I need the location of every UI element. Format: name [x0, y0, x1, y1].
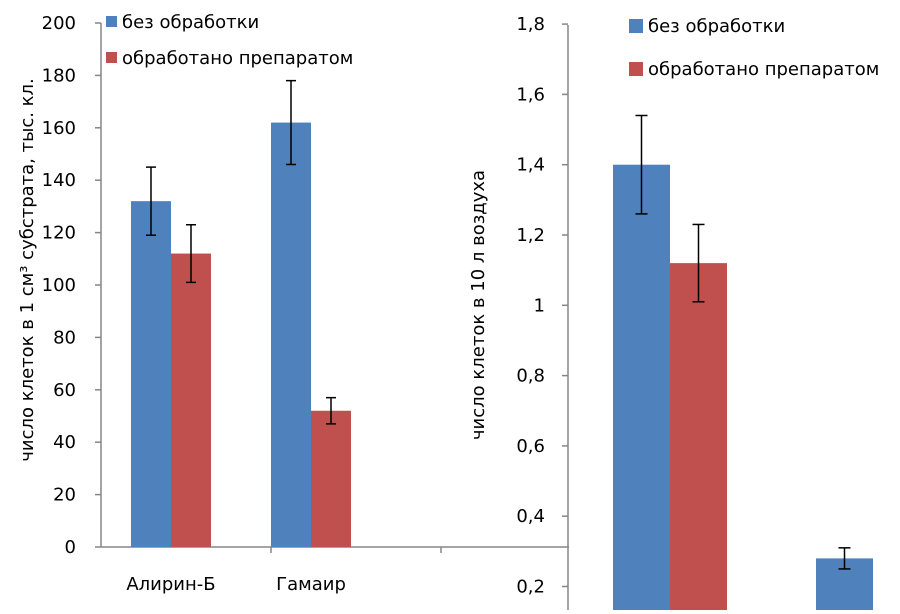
chart2-y-tick-label: 1,2 — [516, 225, 545, 246]
chart2-legend-swatch-2 — [629, 62, 643, 76]
chart2-y-tick-label: 1,8 — [516, 14, 545, 35]
chart1-y-tick-label: 120 — [42, 223, 76, 244]
chart2-y-ticks: 0,2 0,4 0,6 0,8 1 1,2 1,4 1,6 1,8 — [516, 14, 568, 597]
chart1-y-tick-label: 60 — [53, 380, 76, 401]
chart1-bar-s1-c2 — [271, 123, 311, 547]
chart2-legend: без обработки обработано препаратом — [629, 16, 879, 80]
chart2-legend-label-1: без обработки — [648, 16, 785, 37]
chart2-legend-label-2: обработано препаратом — [648, 59, 879, 80]
chart1-legend-swatch-1 — [106, 16, 117, 27]
chart1-y-tick-label: 200 — [42, 13, 76, 34]
chart2-y-tick-label: 1,6 — [516, 84, 545, 105]
chart1-bars — [131, 81, 351, 547]
chart2-y-tick-label: 1 — [534, 295, 545, 316]
chart1-legend-label-2: обработано препаратом — [122, 48, 353, 69]
chart2-y-tick-label: 1,4 — [516, 155, 545, 176]
chart2-bar-s2-c1 — [670, 263, 727, 610]
chart2-bars — [613, 115, 873, 610]
chart1-y-tick-label: 20 — [53, 485, 76, 506]
chart2-y-tick-label: 0,2 — [516, 577, 545, 598]
chart-air: 0,2 0,4 0,6 0,8 1 1,2 1,4 1,6 1,8 число клеток в… — [468, 14, 879, 610]
chart1-y-tick-label: 80 — [53, 327, 76, 348]
chart1-y-tick-label: 160 — [42, 118, 76, 139]
chart1-bar-s2-c1 — [171, 254, 211, 547]
chart1-bar-s2-c2 — [311, 411, 351, 547]
chart2-y-axis-label: число клеток в 10 л воздуха — [468, 170, 489, 440]
chart1-legend-swatch-2 — [106, 52, 117, 63]
chart1-y-tick-label: 100 — [42, 275, 76, 296]
chart1-y-tick-label: 0 — [65, 537, 76, 558]
chart2-bar-s1-c1 — [613, 165, 670, 610]
chart2-y-tick-label: 0,4 — [516, 506, 545, 527]
chart1-legend-label-1: без обработки — [122, 12, 259, 33]
chart1-bar-s1-c1 — [131, 201, 171, 547]
chart2-legend-swatch-1 — [629, 19, 643, 33]
chart1-category-label: Алирин-Б — [126, 574, 215, 595]
chart2-y-tick-label: 0,6 — [516, 436, 545, 457]
chart1-y-tick-label: 180 — [42, 65, 76, 86]
chart1-y-tick-label: 40 — [53, 432, 76, 453]
chart1-y-tick-label: 140 — [42, 170, 76, 191]
chart1-y-axis-label: число клеток в 1 см³ субстрата, тыс. кл. — [17, 78, 38, 462]
chart1-category-label: Гамаир — [276, 574, 346, 595]
chart2-y-tick-label: 0,8 — [516, 366, 545, 387]
chart1-legend: без обработки обработано препаратом — [106, 12, 353, 69]
chart1-categories: Алирин-Б Гамаир — [126, 574, 346, 595]
